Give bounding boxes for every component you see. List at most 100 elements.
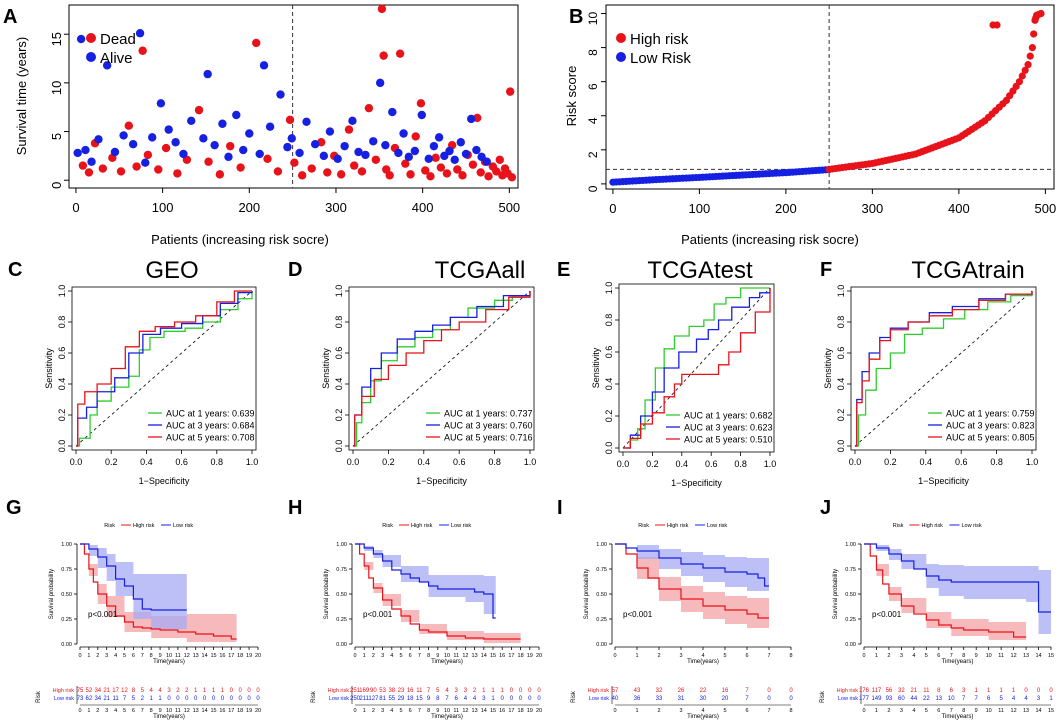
scatter-point: [124, 121, 134, 130]
scatter-point: [173, 169, 182, 178]
risk-count-low: 1: [158, 696, 162, 702]
table-x-tick-label: 4: [390, 708, 393, 714]
x-axis-label: 1−Specificity: [918, 476, 969, 486]
x-tick-label: 1.0: [1026, 457, 1039, 467]
risk-count-high: 11: [923, 688, 930, 694]
risk-count-high: 117: [872, 688, 882, 694]
risk-table-title: Risk: [36, 690, 42, 703]
table-x-tick-label: 0: [78, 708, 81, 714]
scatter-point: [259, 61, 269, 70]
x-axis-label: Patients (increasing risk socre): [681, 232, 859, 247]
risk-count-low: 22: [923, 696, 930, 702]
legend-label: High risk: [922, 523, 944, 529]
risk-count-low: 211: [359, 696, 369, 702]
plot-frame: [348, 286, 535, 451]
legend-label: High risk: [411, 523, 433, 529]
scatter-point: [141, 158, 150, 167]
risk-count-low: 0: [247, 696, 251, 702]
x-tick-label: 1.0: [246, 457, 259, 467]
roc-title: GEO: [145, 257, 198, 284]
y-tick-label: 0.2: [57, 409, 67, 422]
table-x-tick-label: 18: [518, 708, 524, 714]
risk-count-high: 0: [230, 688, 234, 694]
table-x-tick-label: 20: [536, 708, 542, 714]
scatter-point: [394, 148, 403, 158]
scatter-point: [110, 147, 120, 157]
y-tick-label: 6: [586, 83, 600, 90]
risk-count-low: 44: [911, 696, 918, 702]
x-tick-label: 15: [210, 653, 216, 659]
scatter-point: [179, 149, 188, 159]
risk-count-low: 0: [167, 696, 171, 702]
table-x-tick-label: 11: [453, 708, 459, 714]
y-tick-label: 0.75: [336, 567, 347, 573]
x-tick-label: 0: [613, 653, 616, 659]
x-tick-label: 8: [789, 653, 792, 659]
table-x-tick-label: 16: [219, 708, 225, 714]
plot-frame: [850, 286, 1037, 451]
legend-label: AUC at 5 years: 0.805: [946, 433, 1035, 443]
risk-count-low: 4: [1024, 696, 1028, 702]
risk-count-high: 1: [987, 688, 991, 694]
x-tick-label: 11: [998, 653, 1004, 659]
table-x-tick-label: 8: [962, 708, 965, 714]
x-tick-label: 1.0: [764, 459, 777, 469]
y-axis-label: Sensitivity: [591, 347, 601, 388]
x-tick-label: 11: [175, 653, 181, 659]
x-tick-label: 5: [399, 653, 402, 659]
scatter-point: [404, 152, 413, 162]
table-x-tick-label: 13: [193, 708, 199, 714]
y-tick-label: 0.8: [604, 314, 614, 327]
risk-row-label: Low risk: [329, 696, 349, 702]
x-tick-label: 300: [325, 200, 347, 215]
scatter-point: [156, 99, 166, 108]
scatter-point: [410, 146, 420, 156]
scatter-point: [273, 167, 283, 176]
survival-curve: [615, 543, 769, 587]
scatter-point: [458, 171, 467, 180]
table-x-tick-label: 15: [1048, 708, 1054, 714]
risk-count-low: 7: [445, 696, 449, 702]
scatter-point: [297, 171, 307, 180]
scatter-point: [476, 168, 485, 177]
legend-label: AUC at 1 years: 0.682: [684, 411, 773, 421]
scatter-point: [323, 168, 332, 177]
y-tick-label: 10: [49, 81, 64, 95]
table-x-tick-label: 10: [444, 708, 450, 714]
x-tick-label: 7: [141, 653, 144, 659]
table-x-tick-label: 9: [159, 708, 162, 714]
y-axis-label: Sensitivity: [321, 348, 331, 389]
x-tick-label: 2: [887, 653, 890, 659]
y-tick-label: 0.4: [604, 378, 614, 391]
risk-count-low: 4: [1012, 696, 1016, 702]
table-x-tick-label: 5: [925, 708, 928, 714]
scatter-point: [388, 107, 397, 117]
table-x-tick-label: 6: [745, 708, 748, 714]
table-x-tick-label: 7: [141, 708, 144, 714]
y-axis-label: Survival time (years): [14, 37, 29, 155]
plot-frame: [71, 286, 257, 451]
x-tick-label: 0.8: [211, 457, 224, 467]
p-value-label: p<0.001: [623, 610, 653, 619]
table-x-tick-label: 3: [381, 708, 384, 714]
scatter-point: [283, 142, 292, 152]
x-tick-label: 20: [536, 653, 542, 659]
risk-count-low: 4: [464, 696, 468, 702]
risk-count-high: 4: [445, 688, 449, 694]
scatter-point: [76, 34, 86, 44]
scatter-point: [325, 127, 335, 136]
table-x-tick-label: 7: [767, 708, 770, 714]
risk-count-high: 56: [886, 688, 893, 694]
legend-title: Risk: [104, 523, 115, 529]
scatter-point: [290, 158, 299, 167]
legend-label: High risk: [630, 31, 689, 48]
legend-title: Risk: [638, 523, 649, 529]
scatter-point: [252, 38, 261, 48]
table-x-axis-label: Time(years): [687, 714, 719, 720]
risk-count-high: 5: [436, 688, 440, 694]
scatter-point: [132, 162, 141, 171]
scatter-point: [87, 157, 96, 166]
risk-count-low: 8: [436, 696, 440, 702]
risk-count-low: 81: [379, 696, 386, 702]
